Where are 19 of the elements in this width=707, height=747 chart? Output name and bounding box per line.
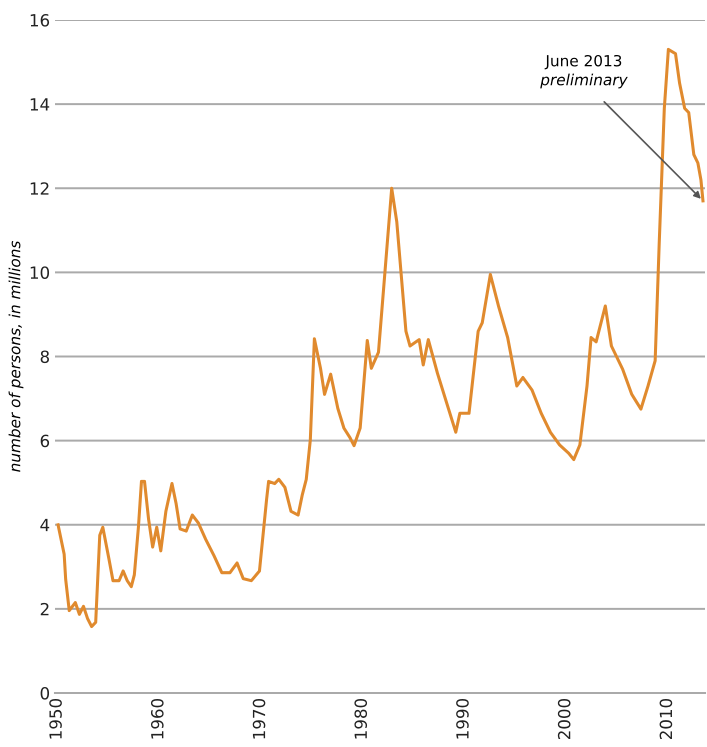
y-tick-label: 6 bbox=[40, 434, 50, 448]
y-axis-title: number of persons, in millions bbox=[8, 240, 24, 472]
y-tick-label: 10 bbox=[30, 266, 50, 279]
x-tick-label: 1980 bbox=[354, 698, 368, 738]
y-tick-label: 12 bbox=[30, 182, 48, 195]
x-tick-label: 2000 bbox=[558, 698, 570, 740]
y-tick-label: 0 bbox=[40, 686, 50, 700]
annotation: June 2013 preliminary bbox=[540, 54, 628, 88]
y-tick-label: 2 bbox=[40, 602, 48, 616]
x-tick-label: 1960 bbox=[150, 698, 164, 738]
y-tick-label: 16 bbox=[30, 14, 50, 27]
x-tick-label: 2010 bbox=[660, 698, 672, 740]
x-tick-label: 1950 bbox=[49, 698, 62, 738]
x-tick-label: 1970 bbox=[252, 698, 266, 738]
x-tick-label: 1990 bbox=[456, 698, 469, 738]
y-tick-label: 14 bbox=[30, 98, 50, 110]
y-tick-label: 8 bbox=[40, 350, 49, 364]
line-series bbox=[56, 48, 704, 628]
y-tick-label: 4 bbox=[40, 518, 50, 532]
